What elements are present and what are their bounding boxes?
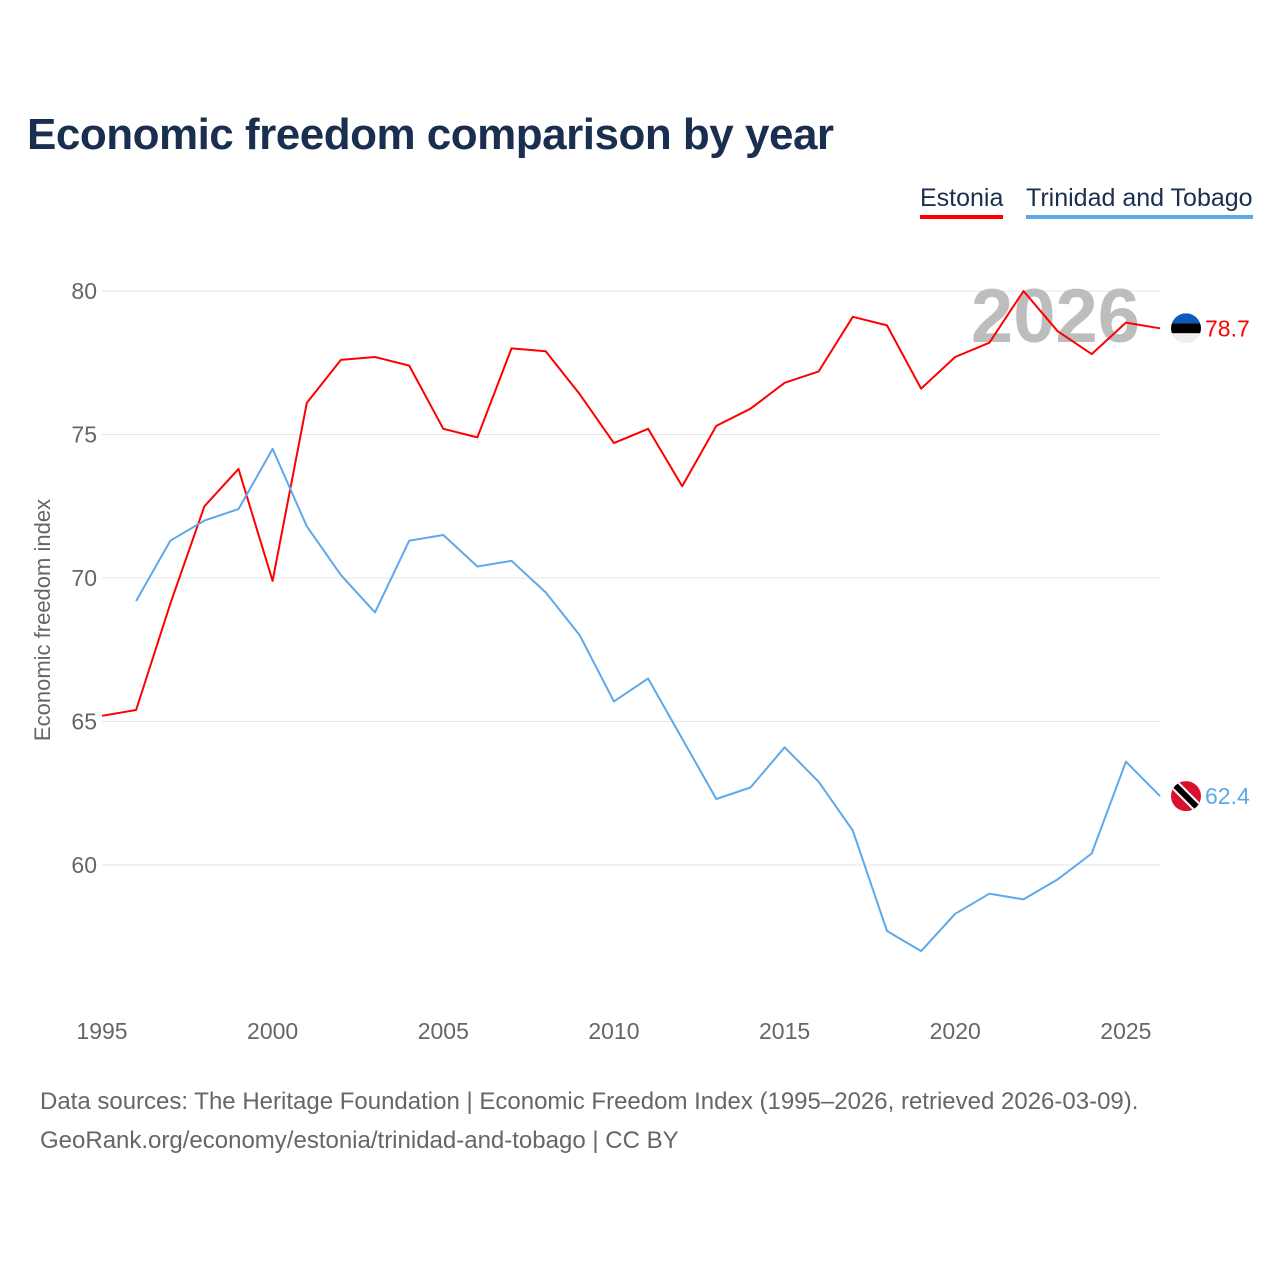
- data-point: [645, 426, 651, 432]
- data-point: [850, 314, 856, 320]
- data-point: [986, 891, 992, 897]
- y-tick-label: 70: [71, 565, 97, 591]
- data-point: [611, 698, 617, 704]
- data-point: [133, 707, 139, 713]
- data-point: [986, 340, 992, 346]
- data-point: [338, 357, 344, 363]
- data-point: [747, 785, 753, 791]
- data-point: [645, 675, 651, 681]
- data-point: [952, 354, 958, 360]
- footer-sources: Data sources: The Heritage Foundation | …: [40, 1088, 1139, 1115]
- x-tick-label: 2025: [1100, 1018, 1151, 1044]
- data-point: [577, 632, 583, 638]
- data-point: [1123, 320, 1129, 326]
- data-point: [816, 779, 822, 785]
- data-point: [167, 601, 173, 607]
- x-tick-label: 1995: [76, 1018, 127, 1044]
- end-value-label: 62.4: [1205, 783, 1250, 809]
- data-point: [679, 483, 685, 489]
- data-point: [304, 400, 310, 406]
- data-point: [816, 368, 822, 374]
- data-point: [543, 348, 549, 354]
- data-point: [577, 391, 583, 397]
- data-point: [1089, 851, 1095, 857]
- data-point: [236, 506, 242, 512]
- data-point: [1020, 288, 1026, 294]
- x-tick-label: 2000: [247, 1018, 298, 1044]
- y-tick-label: 80: [71, 278, 97, 304]
- data-point: [918, 386, 924, 392]
- y-tick-label: 60: [71, 852, 97, 878]
- data-point: [543, 589, 549, 595]
- data-point: [713, 796, 719, 802]
- data-point: [304, 523, 310, 529]
- legend-trinidad-and-tobago[interactable]: Trinidad and Tobago: [1026, 184, 1253, 219]
- data-point: [1055, 876, 1061, 882]
- data-point: [1055, 328, 1061, 334]
- legend-estonia[interactable]: Estonia: [920, 184, 1004, 219]
- series-line-trinidad-and-tobago: [135, 447, 1161, 953]
- data-point: [270, 446, 276, 452]
- data-point: [270, 578, 276, 584]
- data-point: [201, 518, 207, 524]
- data-point: [918, 948, 924, 954]
- end-value-label: 78.7: [1205, 315, 1250, 341]
- data-point: [679, 736, 685, 742]
- series-line-estonia: [101, 290, 1161, 717]
- data-point: [1157, 793, 1163, 799]
- estonia-flag-icon: [1171, 313, 1201, 344]
- data-point: [440, 532, 446, 538]
- data-point: [611, 440, 617, 446]
- trinidad-and-tobago-flag-icon: [1171, 781, 1201, 812]
- year-watermark: 2026: [971, 274, 1140, 359]
- y-tick-label: 65: [71, 709, 97, 735]
- data-point: [372, 609, 378, 615]
- x-tick-label: 2020: [930, 1018, 981, 1044]
- data-point: [372, 354, 378, 360]
- data-point: [509, 558, 515, 564]
- data-point: [713, 423, 719, 429]
- x-tick-label: 2005: [418, 1018, 469, 1044]
- data-point: [952, 911, 958, 917]
- y-axis-label: Economic freedom index: [30, 499, 55, 741]
- data-point: [338, 572, 344, 578]
- data-point: [440, 426, 446, 432]
- data-point: [509, 345, 515, 351]
- x-tick-label: 2015: [759, 1018, 810, 1044]
- data-point: [1157, 325, 1163, 331]
- chart-title: Economic freedom comparison by year: [27, 110, 834, 159]
- data-point: [406, 363, 412, 369]
- data-point: [884, 928, 890, 934]
- data-point: [884, 322, 890, 328]
- data-point: [747, 406, 753, 412]
- data-point: [850, 828, 856, 834]
- data-point: [133, 598, 139, 604]
- x-tick-label: 2010: [588, 1018, 639, 1044]
- data-point: [236, 466, 242, 472]
- data-point: [406, 538, 412, 544]
- y-tick-label: 75: [71, 422, 97, 448]
- data-point: [99, 713, 105, 719]
- footer-link[interactable]: GeoRank.org/economy/estonia/trinidad-and…: [40, 1127, 679, 1154]
- data-point: [167, 538, 173, 544]
- data-point: [474, 564, 480, 570]
- data-point: [1089, 351, 1095, 357]
- data-point: [782, 744, 788, 750]
- data-point: [782, 380, 788, 386]
- data-point: [474, 434, 480, 440]
- data-point: [1123, 759, 1129, 765]
- data-point: [201, 503, 207, 509]
- data-point: [1020, 896, 1026, 902]
